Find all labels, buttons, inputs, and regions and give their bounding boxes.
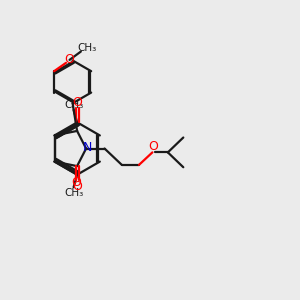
Text: CH₃: CH₃ [64, 100, 83, 110]
Text: CH₃: CH₃ [64, 188, 83, 197]
Text: O: O [72, 180, 82, 193]
Text: O: O [64, 53, 74, 66]
Text: O: O [72, 96, 82, 109]
Text: CH₃: CH₃ [78, 43, 97, 53]
Text: O: O [72, 176, 82, 189]
Text: N: N [83, 140, 92, 154]
Text: O: O [148, 140, 158, 153]
